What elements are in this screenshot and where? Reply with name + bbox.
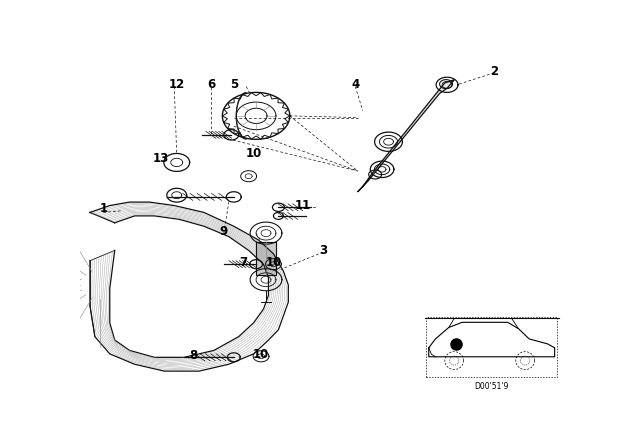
Text: 2: 2 — [490, 65, 498, 78]
Text: 10: 10 — [253, 348, 269, 361]
Text: 4: 4 — [351, 78, 360, 91]
Text: 5: 5 — [230, 78, 238, 91]
Text: 10: 10 — [266, 256, 282, 269]
Text: 1: 1 — [99, 202, 108, 215]
Text: 12: 12 — [168, 78, 185, 91]
Polygon shape — [256, 242, 276, 275]
Text: 8: 8 — [189, 349, 197, 362]
Text: 6: 6 — [207, 78, 216, 91]
Text: 13: 13 — [153, 152, 169, 165]
Text: 7: 7 — [239, 256, 248, 269]
Text: 9: 9 — [220, 225, 228, 238]
Polygon shape — [358, 80, 454, 192]
Text: 10: 10 — [246, 147, 262, 160]
Text: 3: 3 — [319, 244, 327, 257]
Text: 11: 11 — [295, 199, 311, 212]
